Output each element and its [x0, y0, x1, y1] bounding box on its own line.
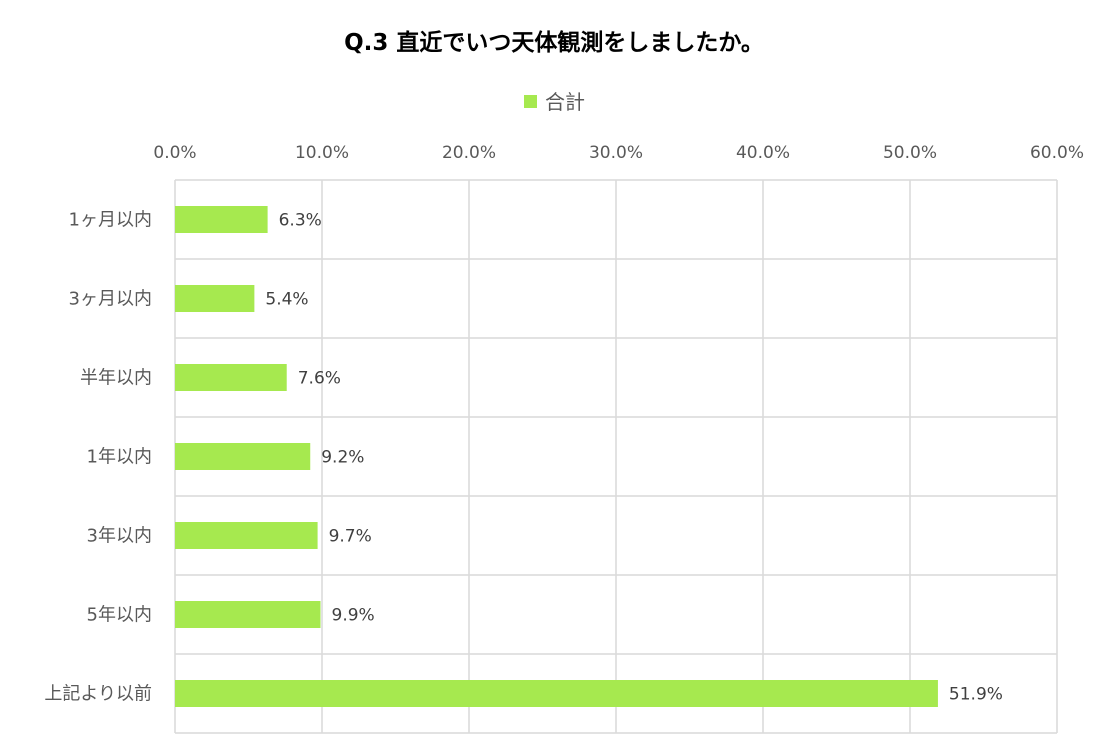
data-label: 7.6%: [298, 369, 341, 389]
category-label: 半年以内: [80, 368, 152, 389]
x-axis-ticks: 0.0% 10.0% 20.0% 30.0% 40.0% 50.0% 60.0%: [153, 143, 1084, 163]
bar: [175, 680, 938, 707]
data-label: 9.2%: [321, 448, 364, 468]
chart-title: Q.3 直近でいつ天体観測をしましたか。: [344, 29, 764, 56]
data-label: 9.7%: [329, 527, 372, 547]
x-tick-label: 20.0%: [442, 143, 496, 163]
category-label: 5年以内: [87, 605, 152, 626]
bar: [175, 443, 311, 470]
bar: [175, 522, 318, 549]
x-tick-label: 40.0%: [736, 143, 790, 163]
category-label: 1ヶ月以内: [69, 210, 152, 231]
category-label: 3ヶ月以内: [69, 289, 152, 310]
category-label: 1年以内: [87, 447, 152, 468]
x-tick-label: 0.0%: [153, 143, 196, 163]
x-tick-label: 10.0%: [295, 143, 349, 163]
data-label: 51.9%: [949, 685, 1003, 705]
bar: [175, 364, 287, 391]
bar: [175, 601, 321, 628]
category-label: 上記より以前: [44, 684, 152, 705]
x-tick-label: 30.0%: [589, 143, 643, 163]
data-label: 5.4%: [265, 290, 308, 310]
bar: [175, 285, 255, 312]
legend-label: 合計: [545, 90, 585, 114]
gridlines: [174, 179, 1058, 734]
data-label: 6.3%: [279, 211, 322, 231]
data-labels: 6.3% 5.4% 7.6% 9.2% 9.7% 9.9% 51.9%: [265, 211, 1003, 705]
x-tick-label: 60.0%: [1030, 143, 1084, 163]
data-label: 9.9%: [332, 606, 375, 626]
category-label: 3年以内: [87, 526, 152, 547]
x-tick-label: 50.0%: [883, 143, 937, 163]
bars: [175, 206, 938, 707]
legend-swatch: [524, 95, 537, 108]
bar: [175, 206, 268, 233]
